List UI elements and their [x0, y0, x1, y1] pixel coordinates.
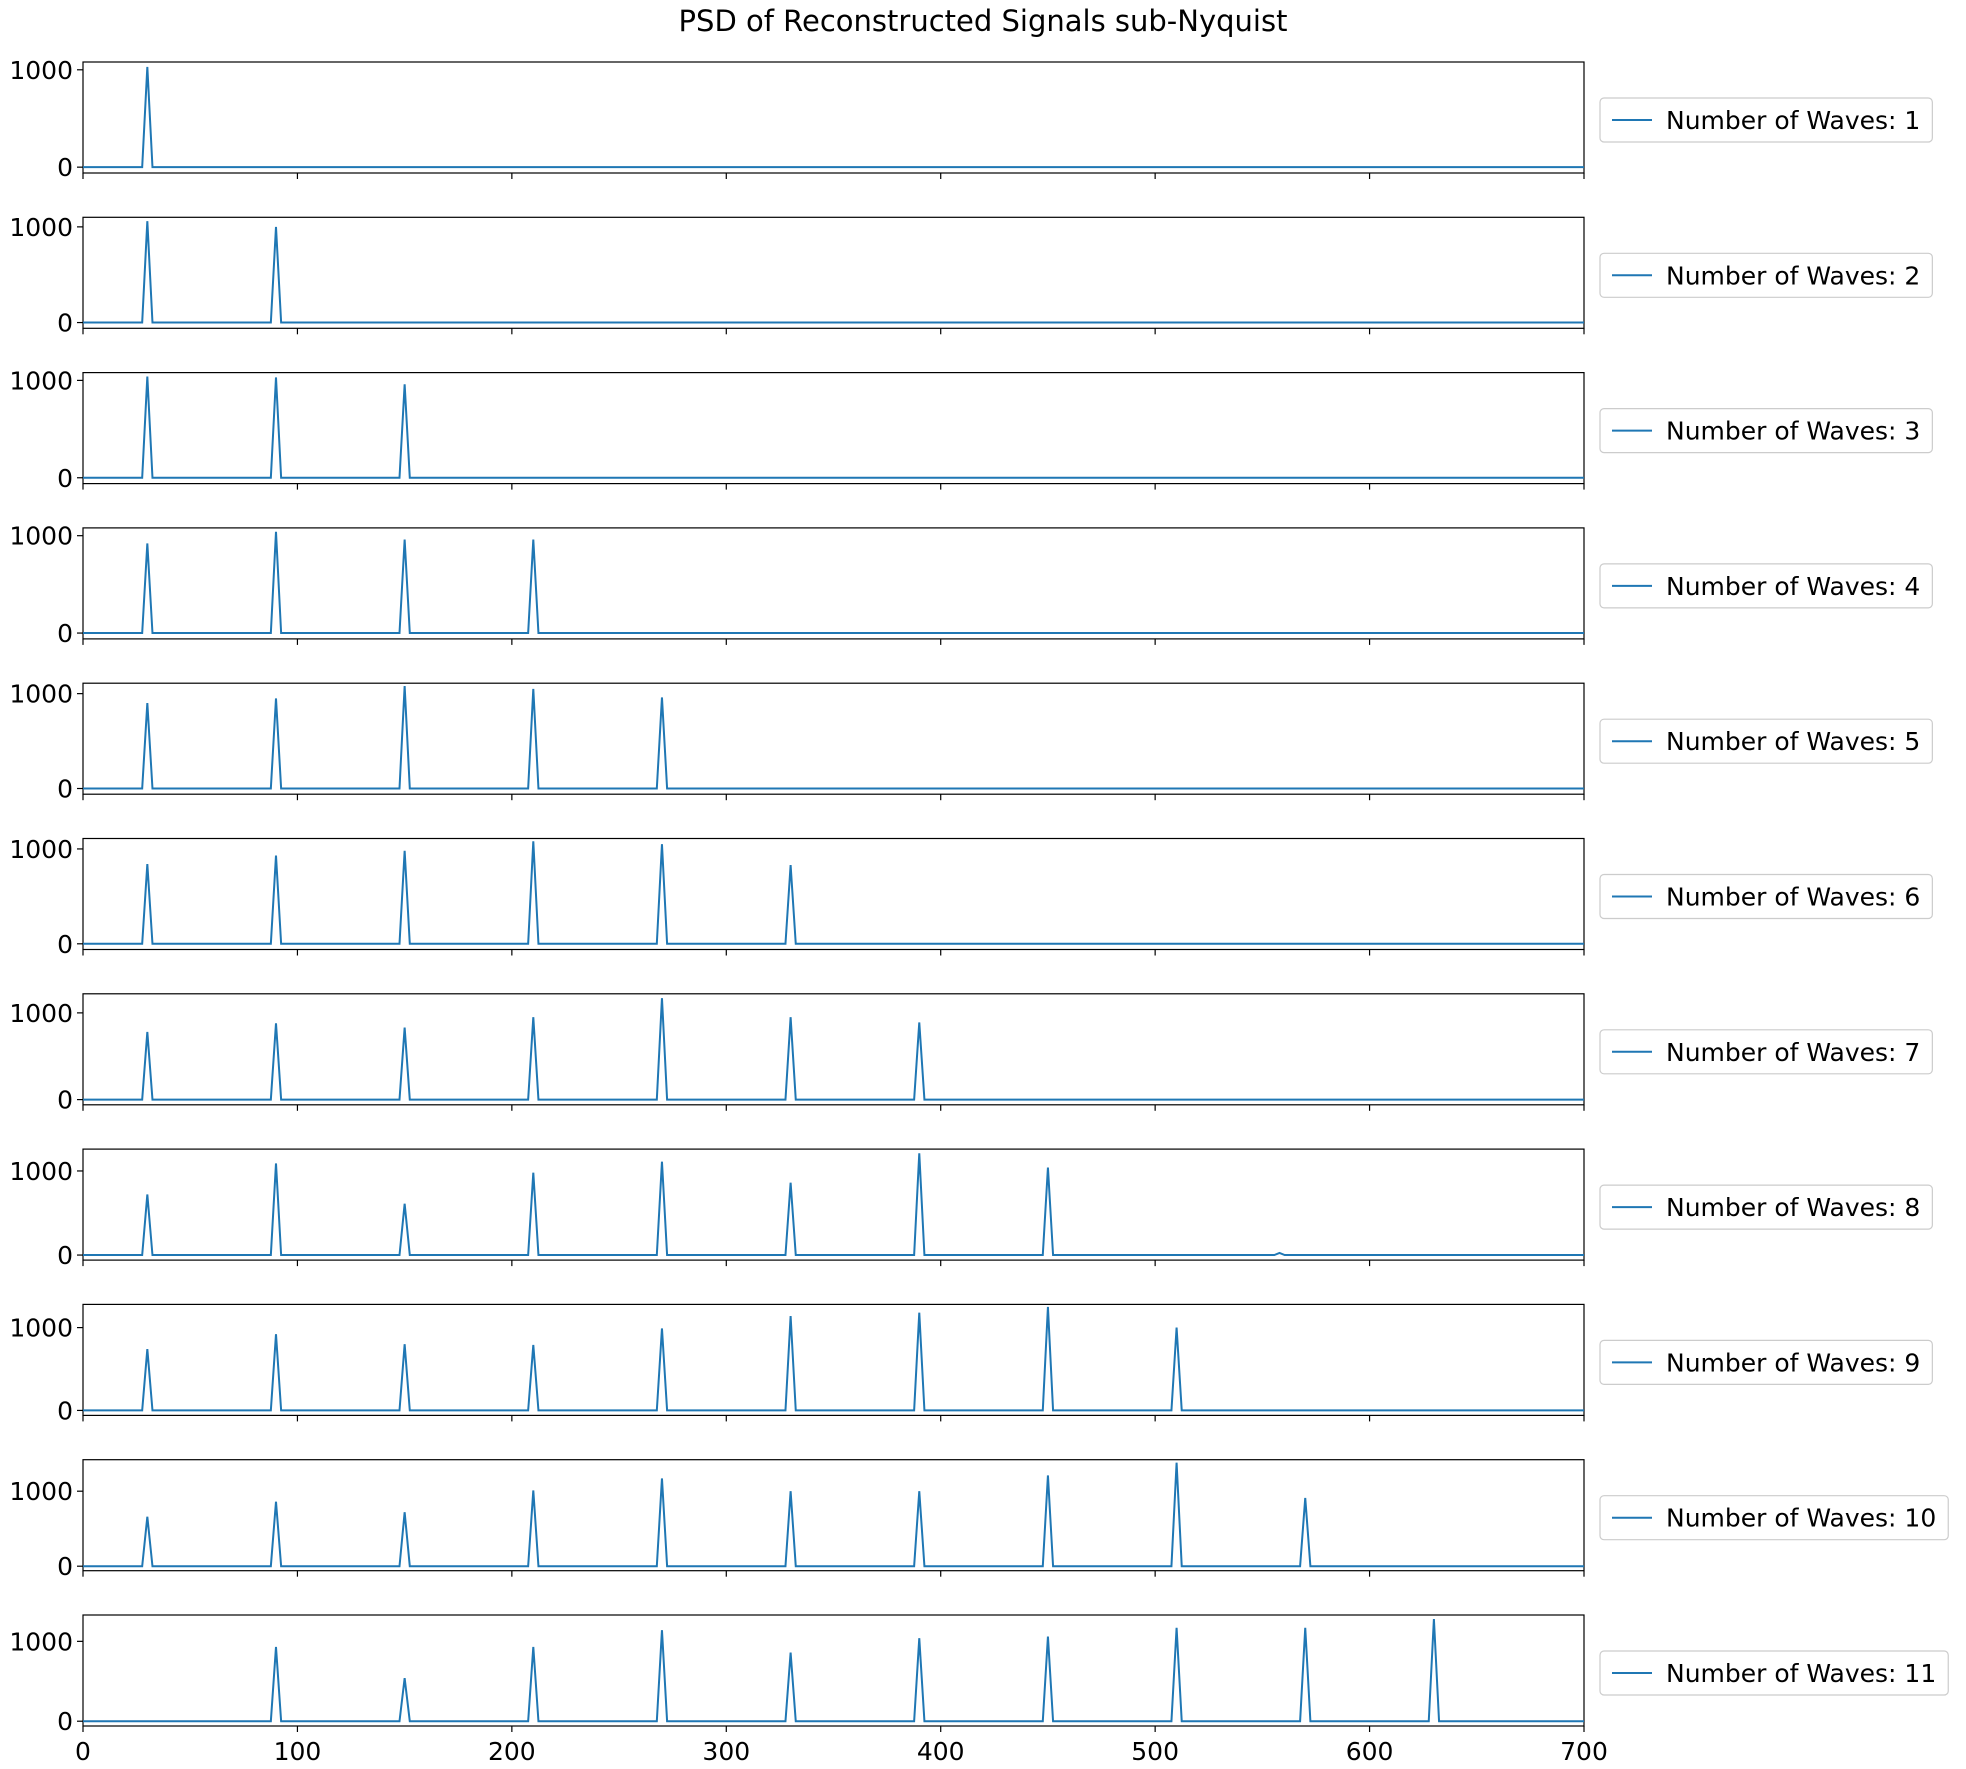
- y-tick-label: 1000: [9, 1477, 73, 1506]
- x-tick-label: 400: [917, 1737, 965, 1766]
- legend-label: Number of Waves: 11: [1666, 1659, 1936, 1688]
- legend-label: Number of Waves: 1: [1666, 106, 1920, 135]
- y-tick-label: 0: [57, 775, 73, 804]
- legend-label: Number of Waves: 7: [1666, 1038, 1920, 1067]
- plot-frame: [82, 372, 1585, 485]
- legend-box: [1599, 718, 1933, 764]
- y-tick-label: 1000: [9, 522, 73, 551]
- y-tick-label: 1000: [9, 1314, 73, 1343]
- legend-box: [1599, 1495, 1949, 1541]
- y-tick-label: 0: [57, 309, 73, 338]
- y-tick-label: 0: [57, 1707, 73, 1736]
- series-line: [83, 1153, 1584, 1257]
- series-line: [83, 66, 1584, 169]
- plot-frame: [82, 1614, 1585, 1727]
- plot-frame: [82, 682, 1585, 795]
- y-tick-label: 1000: [9, 1157, 73, 1186]
- legend-label: Number of Waves: 6: [1666, 883, 1920, 912]
- x-tick-label: 300: [702, 1737, 750, 1766]
- x-tick-label: 500: [1131, 1737, 1179, 1766]
- legend-box: [1599, 1029, 1933, 1075]
- plot-frame: [82, 993, 1585, 1106]
- series-line: [83, 376, 1584, 479]
- series-line: [83, 1306, 1584, 1412]
- series-line: [83, 531, 1584, 635]
- series-line: [83, 685, 1584, 790]
- legend-box: [1599, 97, 1933, 143]
- legend-box: [1599, 408, 1933, 454]
- y-tick-label: 1000: [9, 366, 73, 395]
- plot-frame: [82, 61, 1585, 174]
- y-tick-label: 0: [57, 1241, 73, 1270]
- chart-title: PSD of Reconstructed Signals sub-Nyquist: [678, 4, 1288, 38]
- x-tick-label: 700: [1560, 1737, 1608, 1766]
- y-tick-label: 1000: [9, 680, 73, 709]
- legend-box: [1599, 1339, 1933, 1386]
- y-tick-label: 1000: [9, 999, 73, 1028]
- x-tick-label: 0: [75, 1737, 91, 1766]
- y-tick-label: 1000: [9, 213, 73, 242]
- series-line: [83, 221, 1584, 324]
- series-line: [83, 1618, 1584, 1723]
- x-tick-label: 200: [488, 1737, 536, 1766]
- legend-box: [1599, 1650, 1949, 1696]
- legend-label: Number of Waves: 10: [1666, 1504, 1936, 1533]
- plot-frame: [82, 527, 1585, 640]
- legend-box: [1599, 1184, 1933, 1230]
- y-tick-label: 1000: [9, 56, 73, 85]
- legend-label: Number of Waves: 5: [1666, 727, 1920, 756]
- y-tick-label: 0: [57, 930, 73, 959]
- series-line: [83, 1462, 1584, 1568]
- legend-box: [1599, 873, 1933, 920]
- plot-frame: [82, 1459, 1585, 1572]
- y-tick-label: 0: [57, 1396, 73, 1425]
- plot-frame: [82, 1148, 1585, 1261]
- series-line: [83, 998, 1584, 1101]
- y-tick-label: 0: [57, 619, 73, 648]
- legend-label: Number of Waves: 4: [1666, 572, 1920, 601]
- series-line: [83, 841, 1584, 945]
- legend-label: Number of Waves: 3: [1666, 417, 1920, 446]
- y-tick-label: 0: [57, 1086, 73, 1115]
- y-tick-label: 1000: [9, 1627, 73, 1656]
- legend-box: [1599, 563, 1933, 609]
- plot-frame: [82, 216, 1585, 329]
- plot-frame: [82, 837, 1585, 951]
- y-tick-label: 1000: [9, 835, 73, 864]
- legend-label: Number of Waves: 2: [1666, 261, 1920, 290]
- plot-frame: [82, 1303, 1585, 1417]
- x-tick-label: 600: [1346, 1737, 1394, 1766]
- y-tick-label: 0: [57, 1552, 73, 1581]
- legend-box: [1599, 252, 1933, 298]
- legend-label: Number of Waves: 8: [1666, 1193, 1920, 1222]
- y-tick-label: 0: [57, 153, 73, 182]
- x-tick-label: 100: [274, 1737, 322, 1766]
- y-tick-label: 0: [57, 464, 73, 493]
- legend-label: Number of Waves: 9: [1666, 1348, 1920, 1377]
